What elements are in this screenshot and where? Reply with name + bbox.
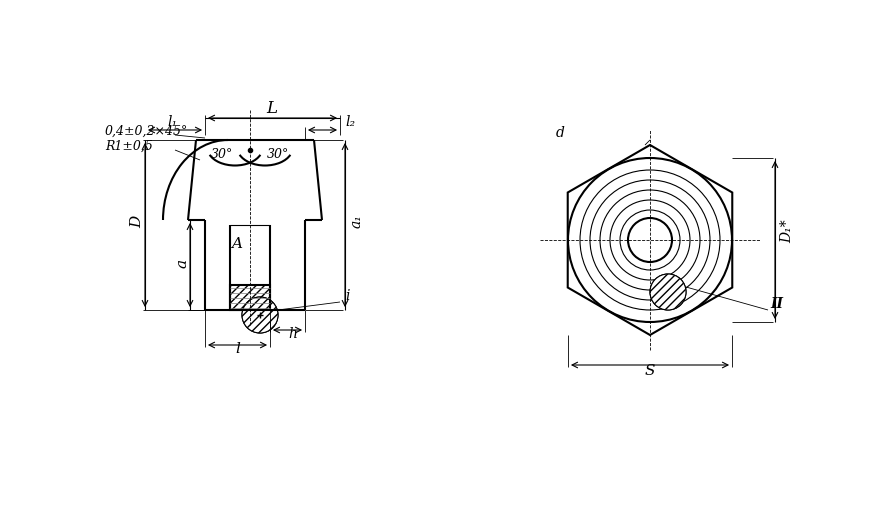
Text: a₁: a₁: [350, 214, 364, 228]
Text: l₂: l₂: [345, 115, 355, 129]
Circle shape: [650, 274, 686, 310]
Text: R1±0,5: R1±0,5: [105, 140, 153, 153]
Text: 30°: 30°: [267, 148, 289, 161]
Text: a: a: [175, 259, 189, 268]
Text: d: d: [555, 126, 564, 140]
Polygon shape: [230, 285, 270, 310]
Text: i: i: [345, 289, 350, 303]
Text: D: D: [130, 216, 144, 228]
Text: 30°: 30°: [211, 148, 233, 161]
Text: h: h: [288, 327, 297, 341]
Text: S: S: [645, 364, 655, 378]
Text: l₁: l₁: [167, 115, 177, 129]
Text: A: A: [231, 237, 243, 251]
Text: D₁*: D₁*: [780, 219, 794, 243]
Text: l: l: [235, 342, 240, 356]
Text: II: II: [770, 297, 783, 311]
Text: L: L: [267, 100, 277, 117]
Circle shape: [242, 297, 278, 333]
Text: 0,4±0,2×45°: 0,4±0,2×45°: [105, 125, 188, 138]
